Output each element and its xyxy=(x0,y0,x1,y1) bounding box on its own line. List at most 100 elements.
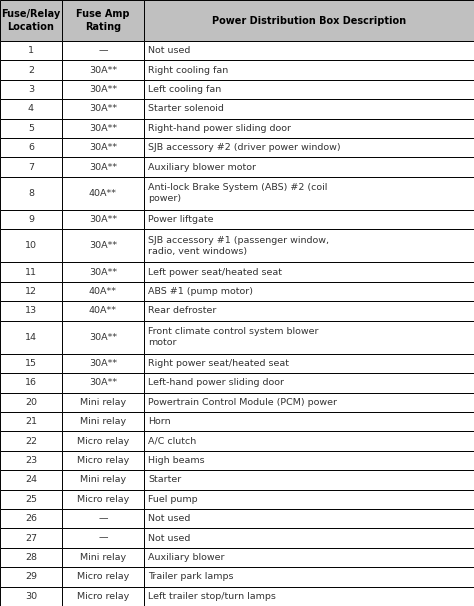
Text: SJB accessory #1 (passenger window,
radio, vent windows): SJB accessory #1 (passenger window, radi… xyxy=(148,236,329,256)
Text: 30A**: 30A** xyxy=(89,143,117,152)
Text: 27: 27 xyxy=(25,534,37,542)
Bar xyxy=(62,587,144,606)
Bar xyxy=(62,158,144,177)
Text: 30A**: 30A** xyxy=(89,85,117,94)
Text: 29: 29 xyxy=(25,573,37,581)
Bar xyxy=(0,262,62,282)
Bar xyxy=(144,230,474,262)
Bar xyxy=(62,567,144,587)
Text: 30A**: 30A** xyxy=(89,268,117,277)
Bar xyxy=(0,0,62,41)
Text: Right-hand power sliding door: Right-hand power sliding door xyxy=(148,124,291,133)
Text: 4: 4 xyxy=(28,104,34,113)
Bar xyxy=(62,80,144,99)
Text: Starter: Starter xyxy=(148,475,181,484)
Bar xyxy=(144,321,474,354)
Text: 24: 24 xyxy=(25,475,37,484)
Bar xyxy=(62,548,144,567)
Text: 25: 25 xyxy=(25,494,37,504)
Bar xyxy=(144,80,474,99)
Text: Power liftgate: Power liftgate xyxy=(148,215,213,224)
Bar xyxy=(144,354,474,373)
Bar xyxy=(62,393,144,412)
Text: 28: 28 xyxy=(25,553,37,562)
Bar xyxy=(0,321,62,354)
Text: Fuse/Relay
Location: Fuse/Relay Location xyxy=(1,9,61,32)
Text: Right cooling fan: Right cooling fan xyxy=(148,65,228,75)
Bar xyxy=(0,451,62,470)
Text: Horn: Horn xyxy=(148,417,171,426)
Text: 30A**: 30A** xyxy=(89,124,117,133)
Text: 2: 2 xyxy=(28,65,34,75)
Bar xyxy=(144,412,474,431)
Text: 12: 12 xyxy=(25,287,37,296)
Text: 22: 22 xyxy=(25,436,37,445)
Text: 30A**: 30A** xyxy=(89,104,117,113)
Bar xyxy=(62,282,144,301)
Text: Auxiliary blower: Auxiliary blower xyxy=(148,553,225,562)
Bar xyxy=(144,509,474,528)
Text: Auxiliary blower motor: Auxiliary blower motor xyxy=(148,162,256,171)
Bar xyxy=(144,99,474,119)
Bar xyxy=(144,282,474,301)
Text: 30A**: 30A** xyxy=(89,65,117,75)
Bar xyxy=(62,138,144,158)
Text: 15: 15 xyxy=(25,359,37,368)
Bar xyxy=(144,548,474,567)
Bar xyxy=(62,230,144,262)
Bar xyxy=(144,567,474,587)
Bar xyxy=(144,61,474,80)
Bar xyxy=(144,119,474,138)
Bar xyxy=(0,470,62,490)
Text: ABS #1 (pump motor): ABS #1 (pump motor) xyxy=(148,287,253,296)
Text: 14: 14 xyxy=(25,333,37,342)
Bar xyxy=(62,41,144,61)
Bar xyxy=(62,431,144,451)
Bar xyxy=(0,587,62,606)
Text: 30A**: 30A** xyxy=(89,333,117,342)
Text: 30A**: 30A** xyxy=(89,162,117,171)
Bar xyxy=(0,548,62,567)
Bar xyxy=(0,80,62,99)
Text: 7: 7 xyxy=(28,162,34,171)
Text: Power Distribution Box Description: Power Distribution Box Description xyxy=(212,16,406,25)
Bar xyxy=(62,301,144,321)
Text: 5: 5 xyxy=(28,124,34,133)
Text: 13: 13 xyxy=(25,307,37,316)
Text: A/C clutch: A/C clutch xyxy=(148,436,196,445)
Text: 26: 26 xyxy=(25,514,37,523)
Bar xyxy=(144,158,474,177)
Bar xyxy=(62,451,144,470)
Text: 30: 30 xyxy=(25,592,37,601)
Bar xyxy=(144,373,474,393)
Bar xyxy=(144,528,474,548)
Text: Fuel pump: Fuel pump xyxy=(148,494,198,504)
Bar xyxy=(62,470,144,490)
Text: 40A**: 40A** xyxy=(89,189,117,198)
Text: Mini relay: Mini relay xyxy=(80,417,126,426)
Bar xyxy=(144,587,474,606)
Bar xyxy=(62,354,144,373)
Text: 11: 11 xyxy=(25,268,37,277)
Text: Micro relay: Micro relay xyxy=(77,436,129,445)
Text: Trailer park lamps: Trailer park lamps xyxy=(148,573,234,581)
Text: Left-hand power sliding door: Left-hand power sliding door xyxy=(148,378,284,387)
Bar xyxy=(0,567,62,587)
Bar xyxy=(144,393,474,412)
Bar xyxy=(62,490,144,509)
Bar xyxy=(62,0,144,41)
Text: 30A**: 30A** xyxy=(89,241,117,250)
Text: Fuse Amp
Rating: Fuse Amp Rating xyxy=(76,9,130,32)
Bar xyxy=(0,61,62,80)
Bar xyxy=(62,99,144,119)
Text: 30A**: 30A** xyxy=(89,215,117,224)
Text: Starter solenoid: Starter solenoid xyxy=(148,104,224,113)
Bar xyxy=(144,470,474,490)
Bar xyxy=(62,373,144,393)
Text: 8: 8 xyxy=(28,189,34,198)
Text: Not used: Not used xyxy=(148,46,191,55)
Bar xyxy=(0,412,62,431)
Text: Front climate control system blower
motor: Front climate control system blower moto… xyxy=(148,327,319,347)
Text: —: — xyxy=(98,46,108,55)
Text: Powertrain Control Module (PCM) power: Powertrain Control Module (PCM) power xyxy=(148,398,337,407)
